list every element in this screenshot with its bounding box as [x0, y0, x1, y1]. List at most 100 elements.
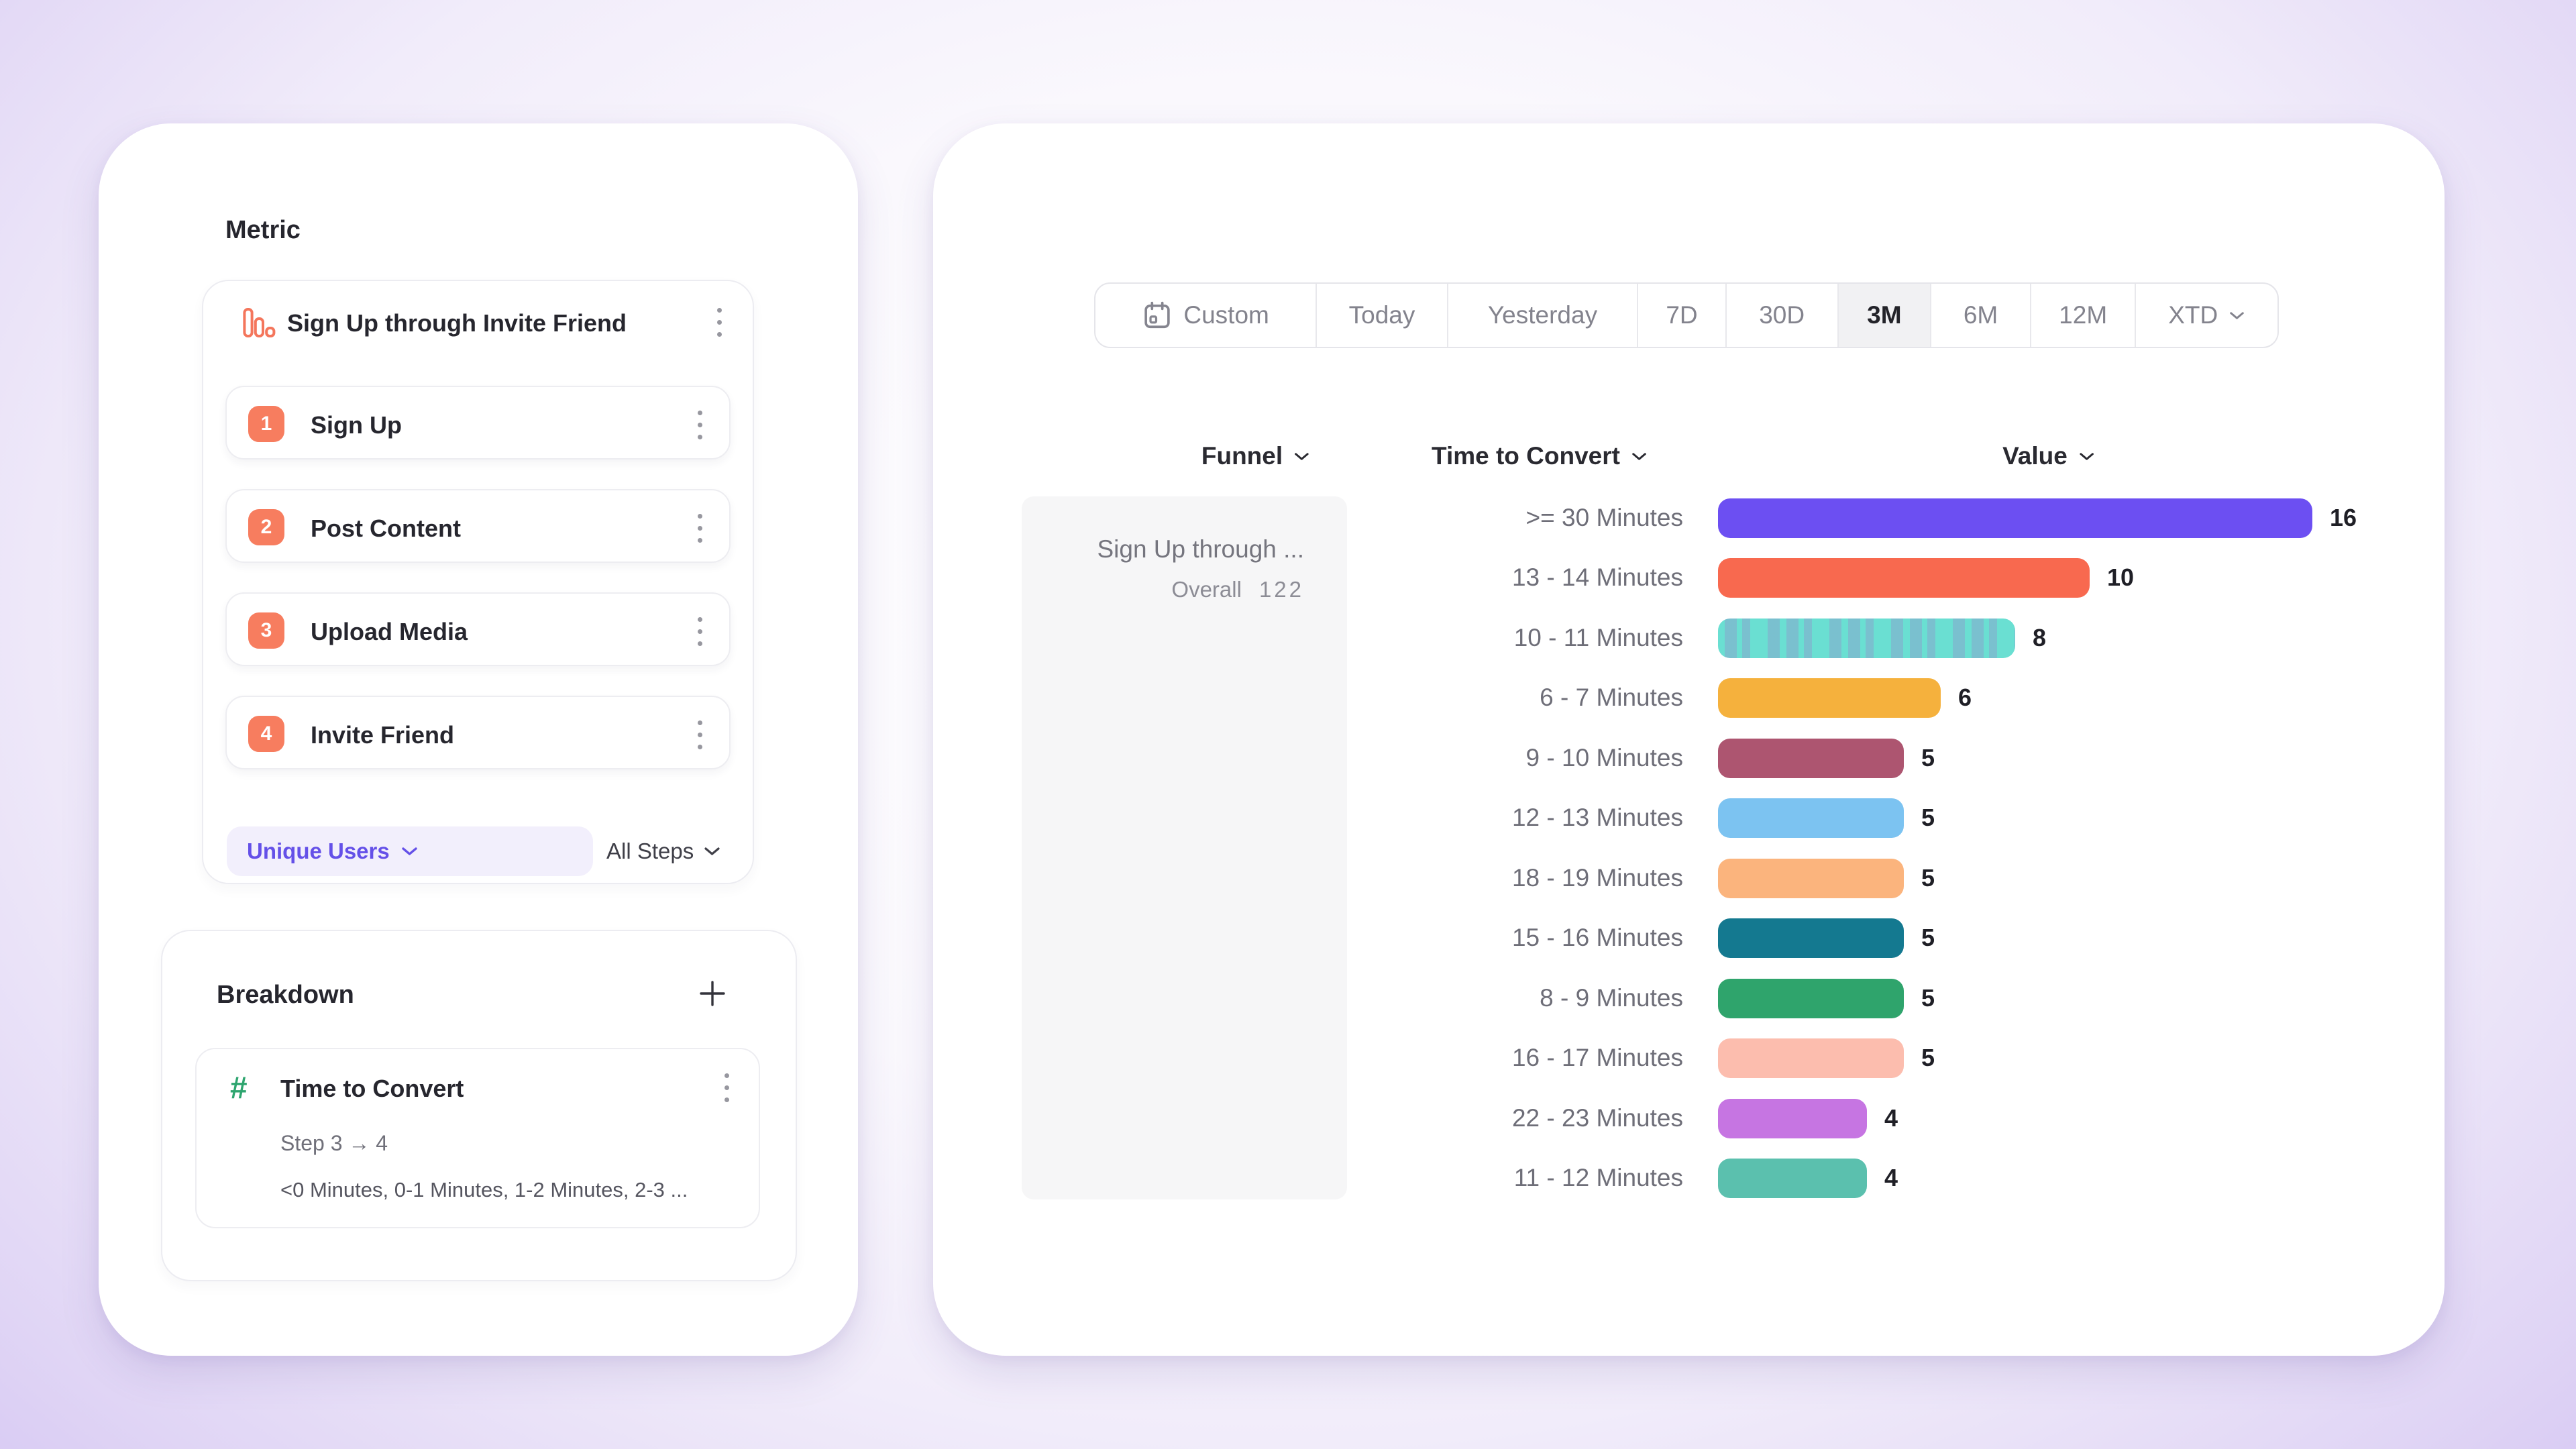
bar-value-label: 8	[2033, 624, 2047, 651]
chevron-down-icon	[1295, 452, 1309, 460]
date-range-option-label: 30D	[1759, 301, 1805, 329]
date-range-option-7d[interactable]: 7D	[1638, 284, 1727, 347]
column-header-label: Funnel	[1201, 442, 1283, 470]
bar-category-label: 10 - 11 Minutes	[1513, 624, 1683, 651]
date-range-option-12m[interactable]: 12M	[2031, 284, 2137, 347]
funnel-step-row[interactable]: 3 Upload Media	[225, 592, 731, 666]
plus-icon	[700, 980, 725, 1006]
bar-category-label: 16 - 17 Minutes	[1511, 1044, 1683, 1071]
column-header-time-to-convert[interactable]: Time to Convert	[1428, 441, 1652, 471]
metric-card: Sign Up through Invite Friend 1 Sign Up …	[202, 280, 754, 884]
step-label: Post Content	[311, 515, 461, 542]
kebab-menu-icon[interactable]	[686, 617, 713, 646]
step-number-badge: 2	[248, 509, 284, 545]
bar-value-label: 6	[1958, 684, 1972, 711]
column-header-funnel[interactable]: Funnel	[1197, 441, 1314, 471]
bar-category-label: 22 - 23 Minutes	[1511, 1104, 1683, 1132]
bar-category-label: 15 - 16 Minutes	[1511, 924, 1683, 951]
date-range-option-custom[interactable]: Custom	[1095, 284, 1318, 347]
add-breakdown-button[interactable]	[694, 975, 731, 1013]
funnel-step-row[interactable]: 1 Sign Up	[225, 386, 731, 460]
bar[interactable]	[1718, 557, 2090, 598]
date-range-option-label: 12M	[2059, 301, 2108, 329]
chevron-down-icon	[2080, 452, 2094, 460]
chart-row: 13 - 14 Minutes 10	[1354, 557, 2134, 598]
funnel-step-row[interactable]: 4 Invite Friend	[225, 696, 731, 769]
bar[interactable]	[1718, 918, 1904, 958]
bar-category-label: 13 - 14 Minutes	[1511, 564, 1683, 591]
chart-row: 15 - 16 Minutes 5	[1354, 918, 1935, 958]
bar[interactable]	[1718, 1038, 1904, 1078]
bar-value-label: 5	[1921, 804, 1935, 831]
measurement-dropdown[interactable]: Unique Users	[227, 826, 593, 876]
date-range-option-6m[interactable]: 6M	[1931, 284, 2031, 347]
breakdown-card: Breakdown # Time to Convert Step 3 → 4 <…	[161, 930, 797, 1281]
date-range-option-30d[interactable]: 30D	[1727, 284, 1839, 347]
chart-row: 10 - 11 Minutes 8	[1354, 618, 2046, 658]
date-range-option-3m[interactable]: 3M	[1838, 284, 1932, 347]
bar-value-label: 16	[2330, 504, 2357, 531]
bar-value-label: 5	[1921, 744, 1935, 771]
bar-value-label: 5	[1921, 984, 1935, 1012]
bar[interactable]	[1718, 978, 1904, 1018]
bar[interactable]	[1718, 678, 1941, 718]
breakdown-property-card[interactable]: # Time to Convert Step 3 → 4 <0 Minutes,…	[195, 1048, 760, 1228]
bar[interactable]	[1718, 858, 1904, 898]
funnel-name: Sign Up through Invite Friend	[287, 309, 627, 337]
breakdown-property-name: Time to Convert	[280, 1075, 464, 1102]
bar[interactable]	[1718, 618, 2015, 658]
column-header-value[interactable]: Value	[1998, 441, 2099, 471]
chart-row: >= 30 Minutes 16	[1354, 498, 2357, 538]
steps-scope-label: All Steps	[606, 839, 694, 863]
bar-category-label: 12 - 13 Minutes	[1511, 804, 1683, 831]
bar-value-label: 4	[1884, 1104, 1898, 1132]
bar-value-label: 10	[2107, 564, 2135, 591]
bar-value-label: 5	[1921, 924, 1935, 951]
funnel-cell[interactable]: Sign Up through ... Overall 122	[1022, 496, 1347, 1199]
date-range-option-yesterday[interactable]: Yesterday	[1448, 284, 1639, 347]
query-builder-panel: Metric Sign Up through Invite Friend 1 S…	[99, 123, 858, 1356]
bar-category-label: 6 - 7 Minutes	[1540, 684, 1683, 711]
step-label: Upload Media	[311, 618, 468, 645]
kebab-menu-icon[interactable]	[686, 514, 713, 543]
bar[interactable]	[1718, 738, 1904, 778]
bar[interactable]	[1718, 798, 1904, 838]
step-number-badge: 3	[248, 612, 284, 649]
kebab-menu-icon[interactable]	[713, 1073, 740, 1102]
kebab-menu-icon[interactable]	[686, 720, 713, 749]
breakdown-buckets-preview: <0 Minutes, 0-1 Minutes, 1-2 Minutes, 2-…	[280, 1178, 688, 1201]
chart-row: 9 - 10 Minutes 5	[1354, 738, 1935, 778]
step-number-badge: 4	[248, 716, 284, 752]
bar[interactable]	[1718, 1158, 1867, 1198]
kebab-menu-icon[interactable]	[686, 411, 713, 439]
bar[interactable]	[1718, 498, 2312, 538]
calendar-icon	[1144, 301, 1171, 329]
funnel-cell-overall: Overall 122	[1171, 577, 1304, 602]
date-range-option-label: 6M	[1963, 301, 1998, 329]
chart-row: 6 - 7 Minutes 6	[1354, 678, 1972, 718]
steps-scope-dropdown[interactable]: All Steps	[602, 826, 725, 876]
date-range-option-label: Today	[1348, 301, 1415, 329]
breakdown-section-title: Breakdown	[217, 981, 354, 1009]
date-range-option-label: Yesterday	[1487, 301, 1598, 329]
bar[interactable]	[1718, 1098, 1867, 1138]
bar-category-label: >= 30 Minutes	[1525, 504, 1683, 531]
bar-category-label: 18 - 19 Minutes	[1511, 864, 1683, 892]
metric-section-title: Metric	[225, 216, 301, 244]
bar-category-label: 11 - 12 Minutes	[1513, 1164, 1683, 1191]
date-range-option-xtd[interactable]: XTD	[2136, 284, 2277, 347]
chart-row: 16 - 17 Minutes 5	[1354, 1038, 1935, 1078]
date-range-picker: Custom Today Yesterday 7D 30D 3M 6M 12M XTD	[1094, 282, 2279, 348]
funnel-step-row[interactable]: 2 Post Content	[225, 489, 731, 563]
bar-value-label: 5	[1921, 864, 1935, 892]
step-label: Invite Friend	[311, 721, 455, 749]
kebab-menu-icon[interactable]	[706, 308, 733, 337]
chevron-down-icon	[1632, 452, 1646, 460]
date-range-option-today[interactable]: Today	[1317, 284, 1448, 347]
column-header-label: Value	[2002, 442, 2068, 470]
chart-row: 12 - 13 Minutes 5	[1354, 798, 1935, 838]
bar-value-label: 5	[1921, 1044, 1935, 1071]
report-panel: Custom Today Yesterday 7D 30D 3M 6M 12M XTD Funn…	[933, 123, 2445, 1356]
breakdown-step-range: Step 3 → 4	[280, 1131, 388, 1155]
chart-row: 22 - 23 Minutes 4	[1354, 1098, 1898, 1138]
